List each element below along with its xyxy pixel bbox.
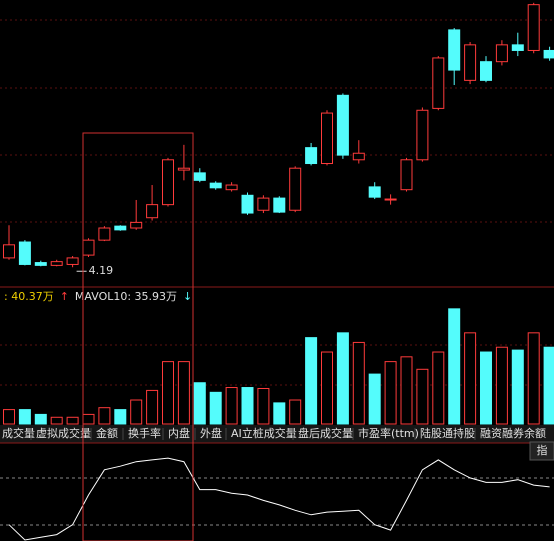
volume-legend: : 40.37万 [4,290,54,303]
candle-body [289,167,302,211]
volume-bar [146,389,159,425]
candle-body [193,172,206,181]
volume-bar [273,402,286,425]
volume-bar [241,387,254,425]
tab-label[interactable]: 融资融券余额 [480,426,546,440]
candle-body [400,159,413,191]
candle-body [257,197,270,211]
volume-bar [336,332,349,425]
indicator-levels [0,477,554,526]
volume-bar [321,351,333,425]
candle-body [495,44,508,63]
volume-bar [527,332,540,425]
volume-bar [368,373,381,425]
grid [0,19,554,386]
volume-bar [384,361,397,425]
candle-body [18,241,31,265]
volume-bar [511,349,524,425]
volume-bar [18,409,31,425]
candle-body [162,159,174,206]
tab-label[interactable]: 成交量 [2,426,35,440]
candle-body [416,109,429,161]
candle-body [336,94,349,156]
candle-body [305,147,318,165]
candle-body [50,261,63,266]
candle-body [241,194,254,214]
candle-body [448,29,461,71]
corner-button-label[interactable]: 指 [537,443,548,457]
tab-label[interactable]: AI立桩成交量 [231,426,297,440]
tab-label[interactable]: 外盘 [200,426,222,440]
volume-bar [289,399,302,425]
volume-bar [162,361,174,425]
candle-body [527,4,540,51]
candle-body [321,112,333,165]
volume-bar [480,351,492,425]
tab-label[interactable]: 陆股通持股 [420,426,475,440]
tab-label[interactable]: 盘后成交量 [298,426,353,440]
candle-body [146,204,159,219]
candle-body [511,44,524,51]
volume-legend: MAVOL10: 35.93万 [75,290,177,303]
candle-body [114,225,127,231]
volume-bar [352,341,365,425]
volume-bar [193,382,206,425]
candle-body [98,227,111,241]
volume-bar [50,416,63,425]
tab-label[interactable]: 市盈率(ttm) [358,426,419,440]
volume-legend: ↑ [60,290,69,303]
tab-label[interactable]: 金额 [96,426,118,440]
corner-button[interactable] [529,441,554,461]
volume-bar [464,332,477,425]
volume-bar [400,356,413,425]
volume-bar [305,337,318,425]
volume-bar [130,399,143,425]
candle-body [66,257,79,265]
volume-bar [543,346,554,425]
candle-body [177,167,190,171]
candle-body [273,197,286,213]
candle-body [543,49,554,59]
candle-body [225,184,238,191]
candle-body [368,186,381,198]
volume-bar [34,413,47,425]
candle-body [130,221,143,229]
candle-body [34,262,47,266]
volume-bar [98,407,111,425]
volume-bar [82,413,95,425]
volume-bar [66,416,79,425]
candle-body [384,198,397,201]
candle-body [352,152,365,161]
volume-bar [225,387,238,425]
volume-bar [495,346,508,425]
tab-label[interactable]: 内盘 [168,426,190,440]
candle-body [3,244,15,259]
candle-body [432,57,445,109]
indicator-line [8,457,550,541]
candle-body [464,44,477,81]
tab-label[interactable]: 虚拟成交量 [36,426,91,440]
tab-label[interactable]: 换手率 [128,426,161,440]
volume-bar [3,409,15,425]
volume-bar [416,368,429,425]
volume-bar [114,409,127,425]
volume-bar [448,308,461,425]
candle-body [209,182,222,189]
candle-body [480,61,492,81]
low-annotation: 4.19 [89,264,114,277]
volume-legend: ↓ [183,290,192,303]
volume-bar [209,391,222,425]
candle-body [82,239,95,256]
volume-bar [257,387,270,425]
volume-bar [432,351,445,425]
highlight-box [82,132,194,541]
volume-bar [177,361,190,425]
